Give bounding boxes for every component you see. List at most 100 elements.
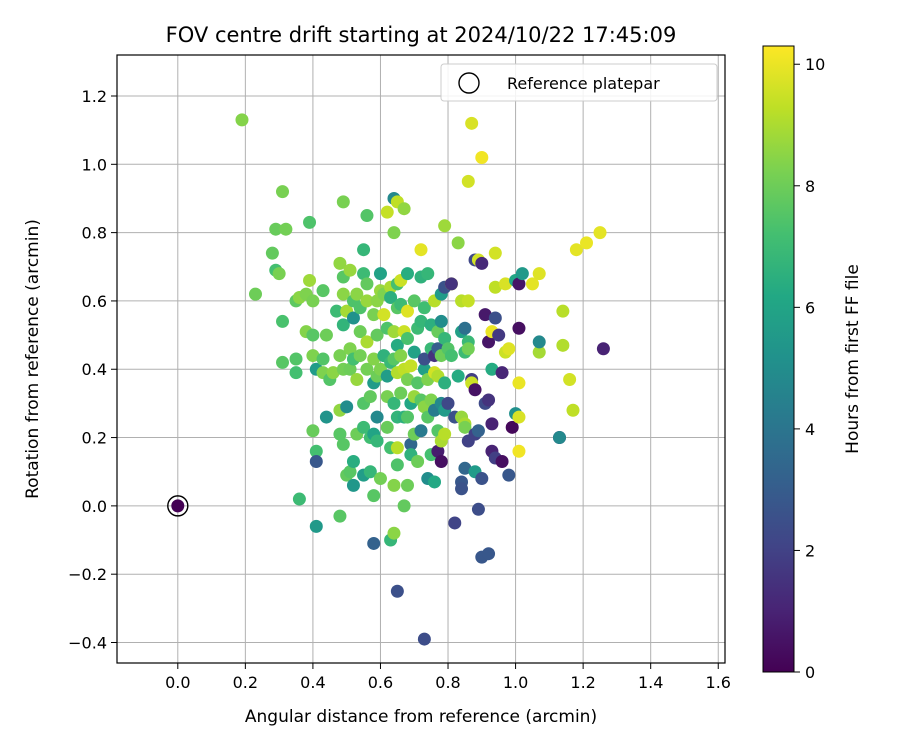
scatter-point-220 <box>471 502 485 516</box>
scatter-point-265 <box>580 236 594 250</box>
scatter-point-163 <box>424 393 438 407</box>
scatter-points <box>235 113 610 646</box>
scatter-point-222 <box>475 256 489 270</box>
scatter-point-267 <box>596 342 610 356</box>
scatter-point-232 <box>485 417 499 431</box>
scatter-point-129 <box>397 499 411 513</box>
scatter-point-152 <box>417 301 431 315</box>
y-tick-label-8: 1.2 <box>82 87 107 106</box>
scatter-point-191 <box>444 349 458 363</box>
colorbar-tick-label-5: 10 <box>805 55 825 74</box>
scatter-point-43 <box>336 318 350 332</box>
x-tick-label-4: 0.8 <box>435 673 460 692</box>
scatter-point-249 <box>512 410 526 424</box>
scatter-point-20 <box>306 294 320 308</box>
scatter-point-18 <box>303 215 317 229</box>
scatter-point-125 <box>397 202 411 216</box>
scatter-point-157 <box>421 267 435 281</box>
scatter-point-146 <box>411 454 425 468</box>
scatter-point-91 <box>373 472 387 486</box>
y-tick-label-6: 0.8 <box>82 224 107 243</box>
reference-marker <box>167 495 189 517</box>
scatter-point-118 <box>390 458 404 472</box>
scatter-point-120 <box>390 584 404 598</box>
scatter-point-24 <box>309 444 323 458</box>
scatter-point-5 <box>272 267 286 281</box>
colorbar-tick-label-3: 6 <box>805 298 815 317</box>
y-axis-label: Rotation from reference (arcmin) <box>23 219 43 499</box>
scatter-point-74 <box>363 390 377 404</box>
scatter-point-98 <box>380 420 394 434</box>
scatter-point-13 <box>289 366 303 380</box>
scatter-point-9 <box>276 355 290 369</box>
scatter-point-236 <box>488 311 502 325</box>
scatter-point-97 <box>380 369 394 383</box>
chart-title: FOV centre drift starting at 2024/10/22 … <box>166 23 677 47</box>
scatter-point-38 <box>333 427 347 441</box>
scatter-point-75 <box>363 465 377 479</box>
scatter-point-234 <box>488 246 502 260</box>
scatter-point-69 <box>360 209 374 223</box>
scatter-point-57 <box>346 454 360 468</box>
scatter-point-253 <box>515 267 529 281</box>
scatter-point-130 <box>400 267 414 281</box>
scatter-point-62 <box>353 325 367 339</box>
scatter-point-84 <box>370 328 384 342</box>
scatter-point-28 <box>316 352 330 366</box>
colorbar-tick-label-2: 4 <box>805 420 815 439</box>
scatter-point-149 <box>414 314 428 328</box>
scatter-point-251 <box>512 277 526 291</box>
colorbar-tick-label-0: 0 <box>805 663 815 682</box>
legend-label: Reference platepar <box>507 74 660 93</box>
scatter-point-260 <box>556 304 570 318</box>
scatter-point-186 <box>438 427 452 441</box>
scatter-point-180 <box>434 454 448 468</box>
scatter-point-51 <box>343 362 357 376</box>
scatter-point-235 <box>488 280 502 294</box>
scatter-point-110 <box>387 478 401 492</box>
scatter-point-263 <box>566 403 580 417</box>
scatter-point-254 <box>525 277 539 291</box>
scatter-point-190 <box>444 277 458 291</box>
y-tick-label-0: −0.4 <box>68 634 107 653</box>
reference-point <box>171 499 185 513</box>
scatter-point-257 <box>532 335 546 349</box>
scatter-point-109 <box>387 396 401 410</box>
colorbar-label: Hours from first FF file <box>843 264 863 454</box>
scatter-point-135 <box>400 478 414 492</box>
scatter-point-35 <box>333 256 347 270</box>
x-tick-label-0: 0.0 <box>165 673 190 692</box>
scatter-point-201 <box>458 321 472 335</box>
scatter-point-238 <box>492 328 506 342</box>
scatter-point-92 <box>377 308 391 322</box>
y-tick-label-3: 0.2 <box>82 429 107 448</box>
scatter-point-14 <box>292 492 306 506</box>
colorbar: 0 2 4 6 8 10 Hours from first FF file <box>762 45 863 682</box>
x-tick-label-6: 1.2 <box>570 673 595 692</box>
scatter-point-174 <box>431 444 445 458</box>
scatter-point-19 <box>306 328 320 342</box>
scatter-point-52 <box>343 465 357 479</box>
scatter-point-231 <box>485 362 499 376</box>
scatter-point-42 <box>336 287 350 301</box>
scatter-point-262 <box>563 372 577 386</box>
scatter-point-17 <box>303 273 317 287</box>
colorbar-gradient <box>762 45 795 673</box>
scatter-point-241 <box>498 277 512 291</box>
scatter-point-223 <box>475 472 489 486</box>
scatter-point-140 <box>407 294 421 308</box>
scatter-point-58 <box>350 287 364 301</box>
scatter-point-7 <box>279 222 293 236</box>
scatter-point-64 <box>357 267 371 281</box>
scatter-point-3 <box>269 222 283 236</box>
scatter-point-82 <box>367 536 381 550</box>
scatter-point-56 <box>346 478 360 492</box>
scatter-point-86 <box>370 410 384 424</box>
scatter-point-227 <box>482 335 496 349</box>
scatter-point-67 <box>357 420 371 434</box>
scatter-point-181 <box>438 219 452 233</box>
scatter-point-132 <box>400 332 414 346</box>
colorbar-tick-label-4: 8 <box>805 177 815 196</box>
scatter-point-101 <box>384 291 398 305</box>
